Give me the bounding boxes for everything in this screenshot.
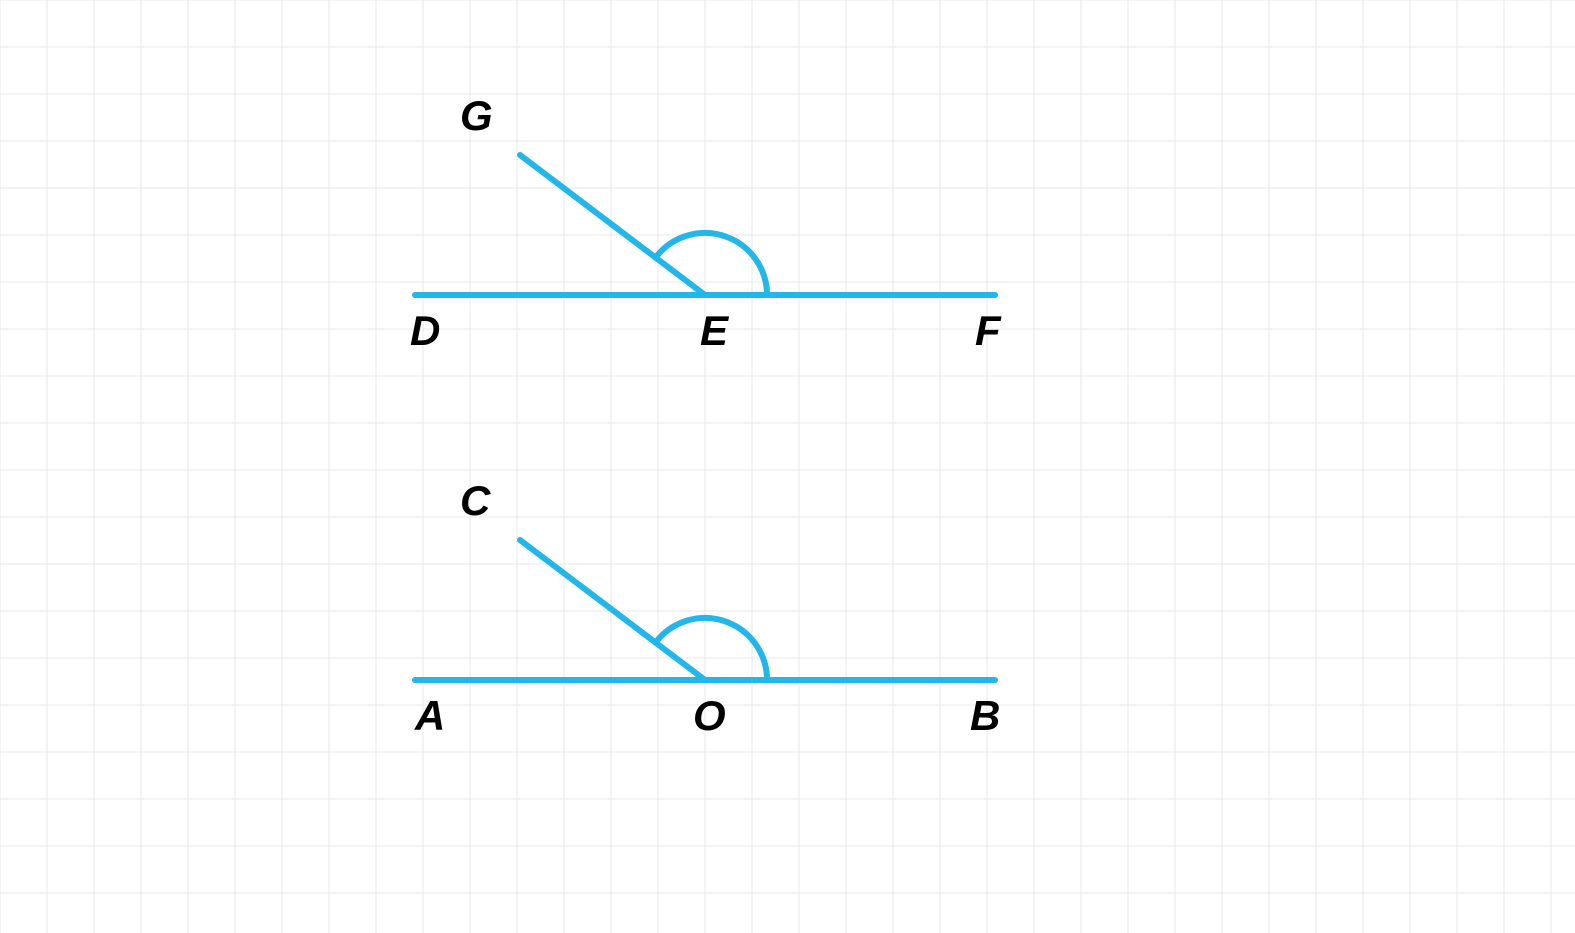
diagram-svg: D E F G A O B C [0,0,1575,933]
diagram-canvas: D E F G A O B C [0,0,1575,933]
point-label-g: G [460,92,493,139]
point-label-o: O [693,692,726,739]
point-label-f: F [975,307,1002,354]
point-label-b: B [970,692,1000,739]
point-label-a: A [414,692,445,739]
point-label-c: C [460,477,491,524]
point-label-e: E [700,307,730,354]
point-label-d: D [410,307,440,354]
